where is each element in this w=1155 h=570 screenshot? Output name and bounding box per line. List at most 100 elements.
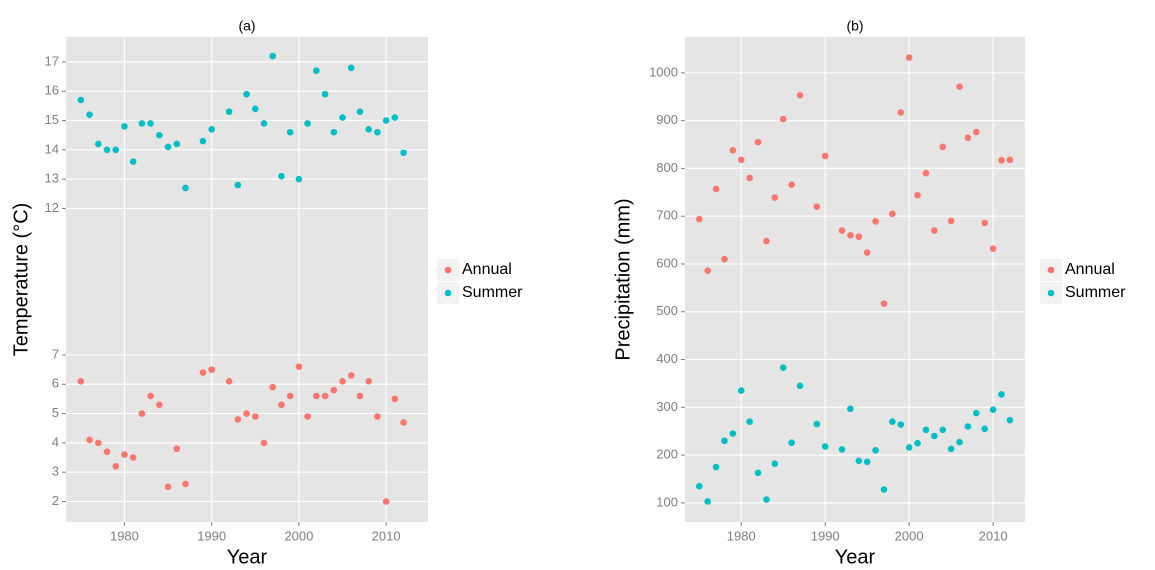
point bbox=[796, 91, 804, 99]
point bbox=[989, 406, 997, 414]
point bbox=[295, 175, 303, 183]
x-tick-label: 2000 bbox=[284, 528, 313, 543]
point bbox=[313, 67, 320, 75]
point bbox=[251, 105, 259, 113]
point bbox=[821, 152, 829, 160]
point bbox=[251, 413, 259, 420]
y-tick-label: 500 bbox=[656, 303, 678, 318]
y-tick-label: 800 bbox=[656, 160, 678, 175]
point bbox=[905, 444, 913, 451]
point bbox=[225, 378, 233, 385]
y-axis-title: Temperature (°C) bbox=[10, 203, 32, 357]
point bbox=[889, 210, 896, 218]
point bbox=[278, 172, 285, 180]
y-tick-label: 17 bbox=[45, 53, 59, 68]
point bbox=[914, 191, 921, 199]
point bbox=[922, 426, 930, 434]
y-tick-label: 12 bbox=[45, 200, 59, 215]
point bbox=[763, 496, 770, 503]
point bbox=[400, 149, 407, 157]
point bbox=[847, 232, 854, 239]
point bbox=[156, 401, 163, 409]
y-tick-label: 7 bbox=[52, 346, 59, 361]
x-tick-label: 1990 bbox=[811, 528, 840, 543]
legend-label: Summer bbox=[462, 284, 523, 301]
point bbox=[400, 419, 407, 426]
point bbox=[365, 126, 372, 133]
x-axis-title: Year bbox=[835, 546, 876, 568]
point bbox=[695, 215, 703, 223]
x-tick-label: 1990 bbox=[197, 528, 226, 543]
point bbox=[278, 401, 285, 409]
point bbox=[330, 386, 338, 394]
point bbox=[855, 457, 863, 465]
y-tick-label: 400 bbox=[656, 351, 678, 366]
point bbox=[897, 421, 905, 428]
point bbox=[347, 372, 355, 379]
point bbox=[821, 443, 829, 450]
point bbox=[947, 217, 955, 225]
point bbox=[391, 114, 399, 121]
point bbox=[356, 108, 364, 116]
x-tick-label: 2010 bbox=[979, 528, 1008, 543]
chart-title: (a) bbox=[238, 18, 255, 34]
point bbox=[855, 233, 863, 241]
x-tick-label: 1980 bbox=[727, 528, 756, 543]
point bbox=[914, 439, 921, 447]
point bbox=[939, 426, 947, 434]
point bbox=[269, 52, 277, 60]
point bbox=[121, 451, 128, 458]
point bbox=[880, 300, 888, 307]
point bbox=[1006, 416, 1014, 424]
point bbox=[863, 249, 871, 256]
point bbox=[112, 463, 120, 470]
point bbox=[77, 96, 85, 104]
point bbox=[86, 436, 93, 444]
point bbox=[339, 378, 346, 385]
point bbox=[754, 469, 762, 477]
point bbox=[964, 423, 972, 430]
point bbox=[897, 109, 905, 116]
legend-label: Annual bbox=[1065, 261, 1115, 278]
x-tick-label: 2000 bbox=[895, 528, 924, 543]
point bbox=[981, 219, 989, 227]
point bbox=[989, 245, 997, 252]
chart-title: (b) bbox=[846, 18, 863, 34]
point bbox=[260, 439, 268, 447]
point bbox=[234, 181, 242, 189]
y-tick-label: 5 bbox=[52, 405, 59, 420]
point bbox=[704, 267, 711, 274]
point bbox=[374, 413, 381, 420]
point bbox=[746, 418, 753, 425]
y-tick-label: 100 bbox=[656, 494, 678, 509]
point bbox=[321, 90, 329, 98]
x-tick-label: 2010 bbox=[372, 528, 401, 543]
y-tick-label: 13 bbox=[45, 171, 59, 186]
point bbox=[1006, 156, 1014, 164]
point bbox=[939, 143, 947, 151]
point bbox=[998, 156, 1005, 164]
point bbox=[931, 432, 938, 440]
legend-label: Annual bbox=[462, 261, 512, 278]
point bbox=[269, 383, 277, 391]
point bbox=[286, 392, 294, 400]
point bbox=[138, 120, 146, 127]
point bbox=[260, 120, 268, 127]
point bbox=[103, 448, 111, 455]
point bbox=[225, 108, 233, 116]
point bbox=[356, 392, 364, 400]
y-tick-label: 300 bbox=[656, 399, 678, 414]
point bbox=[208, 126, 215, 133]
y-tick-label: 700 bbox=[656, 208, 678, 223]
point bbox=[721, 255, 728, 263]
point bbox=[173, 140, 181, 148]
point bbox=[347, 64, 355, 72]
point bbox=[788, 439, 795, 446]
y-tick-label: 16 bbox=[45, 83, 59, 98]
point bbox=[922, 169, 930, 177]
point bbox=[173, 445, 181, 453]
point bbox=[729, 146, 737, 154]
point bbox=[763, 237, 770, 245]
x-axis-title: Year bbox=[227, 546, 268, 568]
point bbox=[947, 445, 955, 453]
